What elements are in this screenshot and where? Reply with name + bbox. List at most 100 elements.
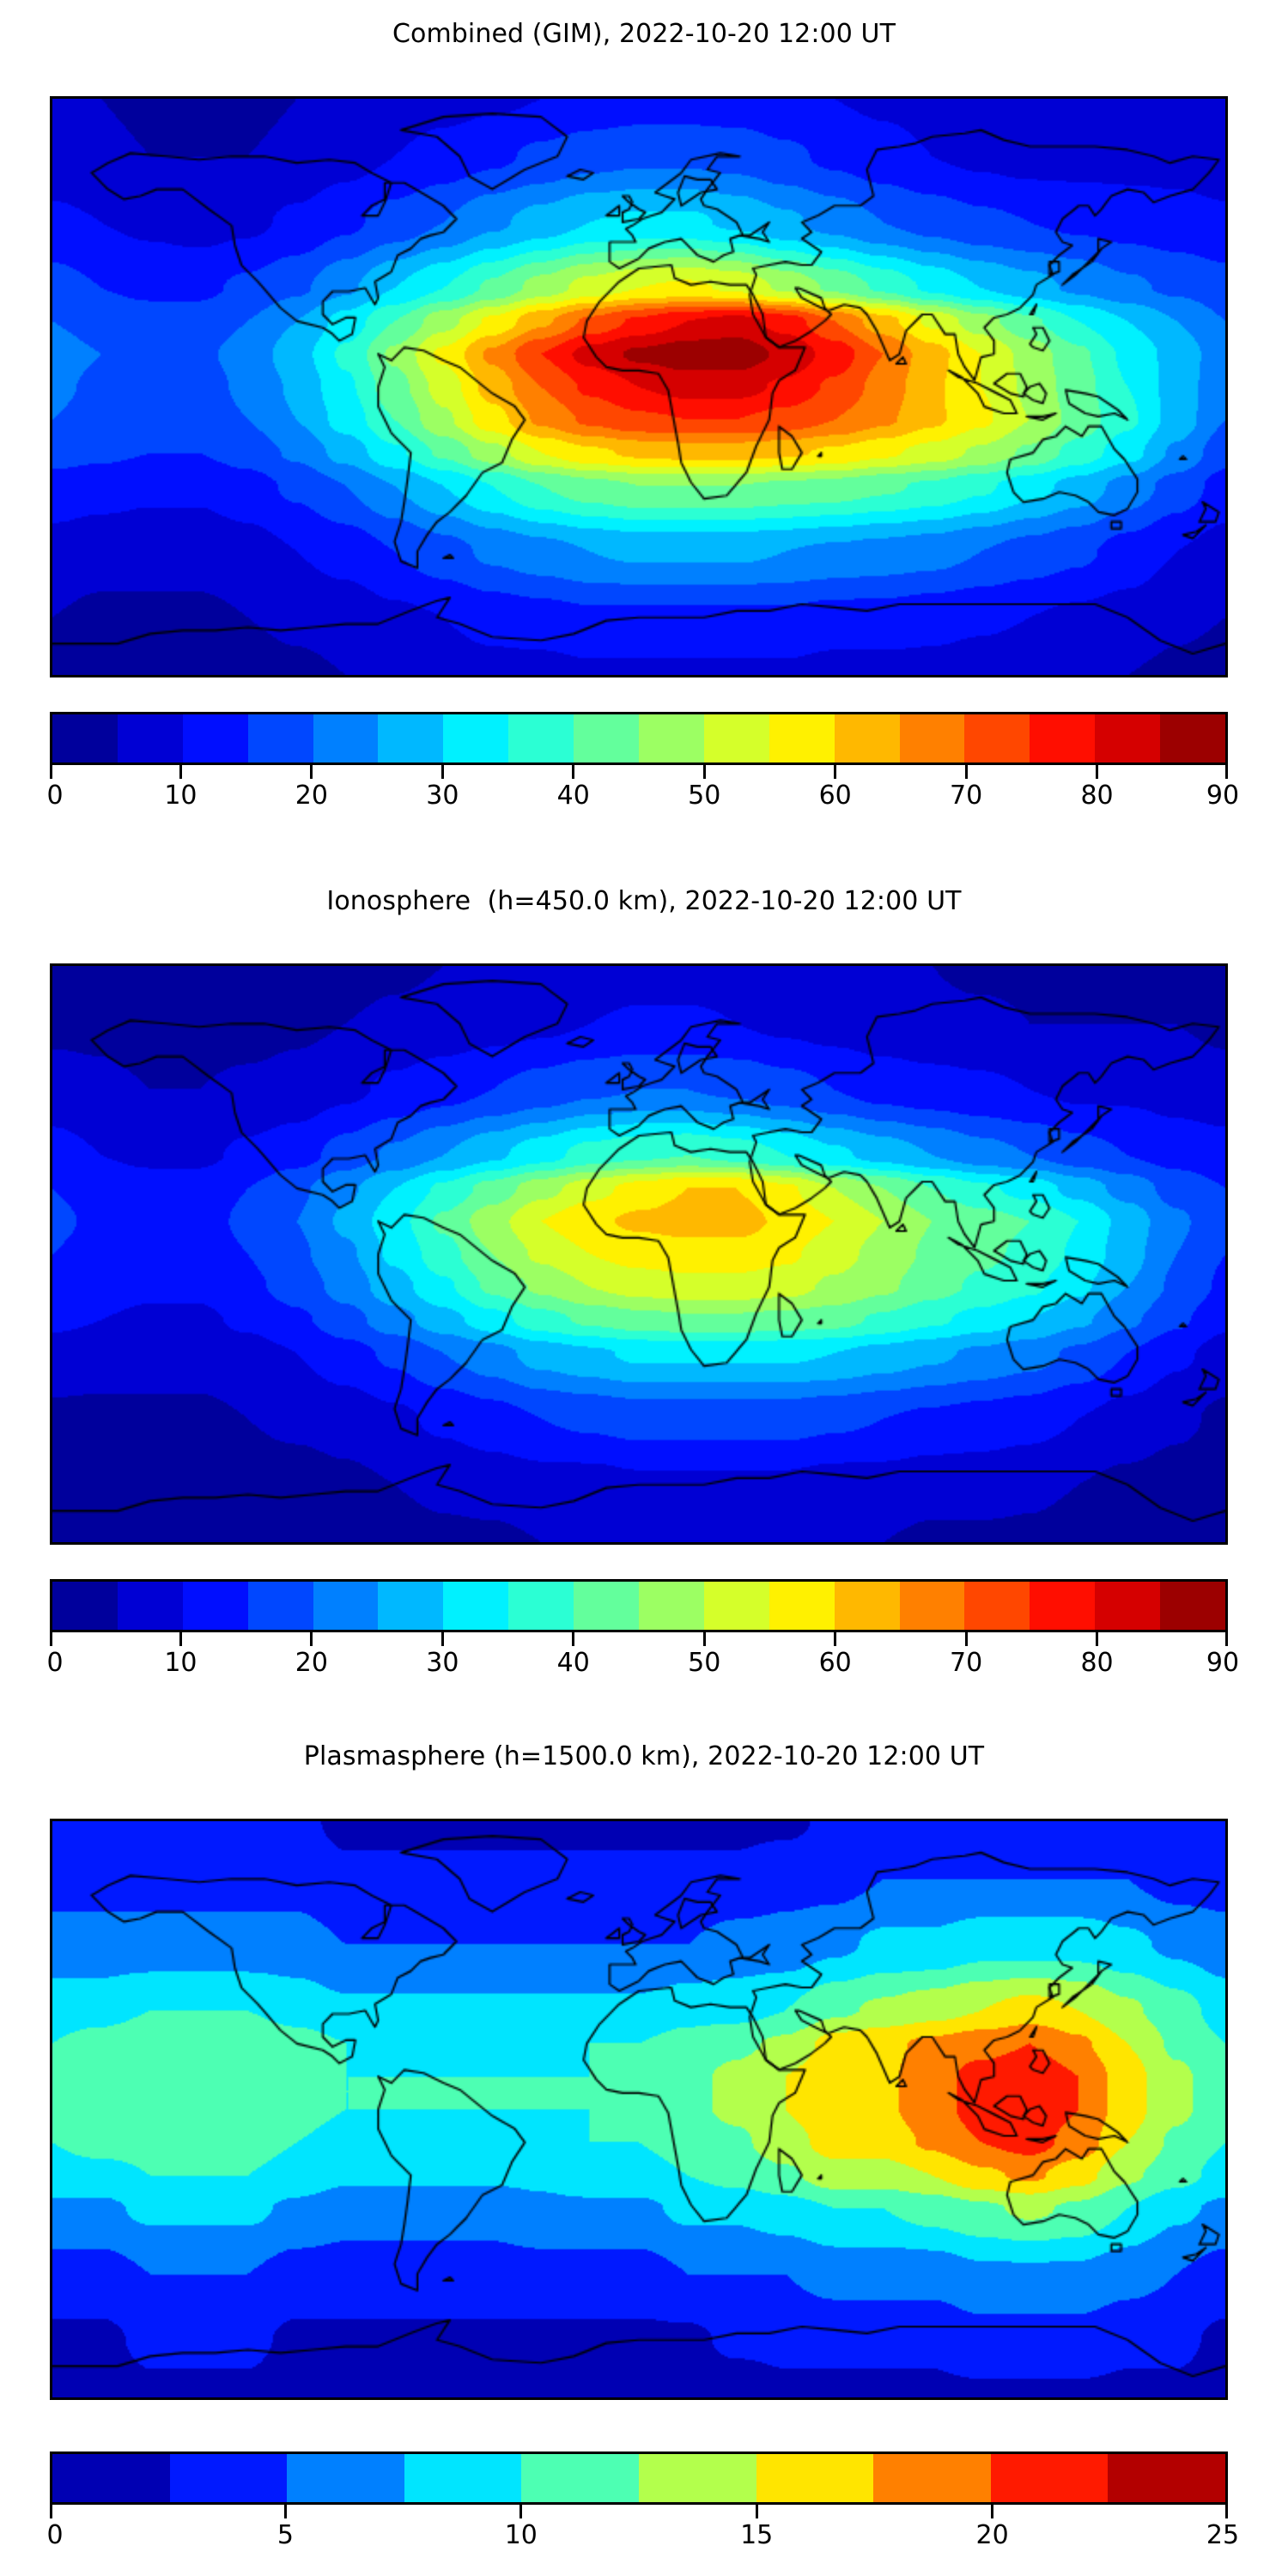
colorbar-ticks-plasmasphere (50, 2505, 1228, 2520)
colorbar-tick (1096, 1632, 1099, 1646)
colorbar-tick-label: 0 (46, 781, 64, 811)
panel-plasmasphere: Plasmasphere (h=1500.0 km), 2022-10-20 1… (0, 1717, 1288, 2576)
colorbar-band (52, 1582, 118, 1630)
colorbar-tick (440, 1632, 444, 1646)
panel-title-plasmasphere: Plasmasphere (h=1500.0 km), 2022-10-20 1… (303, 1741, 985, 1771)
colorbar-band (117, 1582, 183, 1630)
colorbar-band (638, 2454, 756, 2502)
colorbar-band (756, 2454, 874, 2502)
colorbar-labels-plasmasphere: 0 5 10 15 20 25 (46, 2520, 1239, 2560)
colorbar-band (1160, 714, 1226, 762)
colorbar-band (378, 1582, 444, 1630)
colorbar-tick-label: 0 (46, 1648, 64, 1678)
colorbar-tick (310, 1632, 313, 1646)
colorbar-band (52, 2454, 170, 2502)
colorbar-band (899, 1582, 965, 1630)
colorbar-labels-combined-gim: 0 10 20 30 40 50 60 70 80 90 (46, 781, 1239, 820)
colorbar-ticks-ionosphere (50, 1632, 1228, 1648)
colorbar-band (574, 1582, 640, 1630)
colorbar-tick-label: 10 (164, 781, 197, 811)
colorbar-band (247, 714, 313, 762)
colorbar-tick (179, 1632, 182, 1646)
colorbar-band (1030, 1582, 1096, 1630)
colorbar-band (574, 714, 640, 762)
colorbar-tick (179, 765, 182, 779)
colorbar-band (964, 714, 1030, 762)
colorbar-tick-label: 40 (556, 1648, 590, 1678)
colorbar-tick (283, 2505, 287, 2518)
colorbar-tick (991, 2505, 994, 2518)
colorbar-tick (519, 2505, 523, 2518)
map-canvas-combined-gim (52, 99, 1225, 675)
colorbar-band (169, 2454, 288, 2502)
map-axes-plasmasphere (50, 1819, 1228, 2400)
colorbar-band (834, 714, 900, 762)
colorbar-band (521, 2454, 639, 2502)
colorbar-band (313, 714, 379, 762)
colorbar-tick-label: 60 (818, 1648, 852, 1678)
colorbar-band (873, 2454, 991, 2502)
colorbar-tick-label: 10 (164, 1648, 197, 1678)
colorbar-gradient-combined-gim (50, 712, 1228, 765)
colorbar-tick (50, 765, 52, 779)
colorbar-tick-label: 80 (1080, 781, 1114, 811)
colorbar-band (508, 1582, 574, 1630)
colorbar-tick (1225, 1632, 1228, 1646)
colorbar-band (639, 1582, 704, 1630)
colorbar-band (834, 1582, 900, 1630)
colorbar-tick (440, 765, 444, 779)
colorbar-band (247, 1582, 313, 1630)
map-canvas-ionosphere (52, 966, 1225, 1542)
colorbar-tick-label: 50 (688, 1648, 721, 1678)
colorbar-band (1095, 714, 1161, 762)
colorbar-tick (50, 1632, 52, 1646)
colorbar-combined-gim: 0 10 20 30 40 50 60 70 80 90 (46, 712, 1239, 820)
colorbar-tick (964, 765, 968, 779)
colorbar-band (703, 714, 769, 762)
colorbar-tick-label: 0 (46, 2520, 64, 2550)
colorbar-ionosphere: 0 10 20 30 40 50 60 70 80 90 (46, 1579, 1239, 1687)
colorbar-plasmasphere: 0 5 10 15 20 25 (46, 2451, 1239, 2560)
colorbar-tick-label: 15 (740, 2520, 774, 2550)
colorbar-gradient-ionosphere (50, 1579, 1228, 1632)
colorbar-tick-label: 90 (1206, 1648, 1240, 1678)
panel-title-combined-gim: Combined (GIM), 2022-10-20 12:00 UT (392, 19, 896, 49)
colorbar-band (117, 714, 183, 762)
map-canvas-plasmasphere (52, 1821, 1225, 2397)
colorbar-tick (50, 2505, 52, 2518)
colorbar-band (182, 714, 248, 762)
colorbar-band (1108, 2454, 1225, 2502)
colorbar-band (769, 1582, 835, 1630)
colorbar-tick (310, 765, 313, 779)
colorbar-band (1160, 1582, 1226, 1630)
colorbar-band (313, 1582, 379, 1630)
colorbar-band (404, 2454, 522, 2502)
colorbar-tick (572, 765, 575, 779)
colorbar-tick-label: 80 (1080, 1648, 1114, 1678)
colorbar-tick (572, 1632, 575, 1646)
colorbar-gradient-plasmasphere (50, 2451, 1228, 2505)
panel-combined-gim: Combined (GIM), 2022-10-20 12:00 UT 0 10 2… (0, 0, 1288, 859)
colorbar-tick (1225, 2505, 1228, 2518)
colorbar-tick (702, 1632, 706, 1646)
colorbar-band (769, 714, 835, 762)
colorbar-tick-label: 25 (1206, 2520, 1240, 2550)
colorbar-tick-label: 40 (556, 781, 590, 811)
colorbar-tick-label: 50 (688, 781, 721, 811)
colorbar-band (52, 714, 118, 762)
colorbar-tick (1225, 765, 1228, 779)
colorbar-tick-label: 20 (295, 1648, 328, 1678)
colorbar-band (378, 714, 444, 762)
colorbar-tick (834, 765, 837, 779)
colorbar-band (990, 2454, 1109, 2502)
colorbar-band (703, 1582, 769, 1630)
colorbar-tick-label: 90 (1206, 781, 1240, 811)
colorbar-band (508, 714, 574, 762)
colorbar-tick (755, 2505, 758, 2518)
colorbar-band (443, 714, 509, 762)
colorbar-tick-label: 20 (295, 781, 328, 811)
colorbar-tick (834, 1632, 837, 1646)
colorbar-tick-label: 30 (426, 781, 459, 811)
panel-ionosphere: Ionosphere (h=450.0 km), 2022-10-20 12:0… (0, 859, 1288, 1717)
